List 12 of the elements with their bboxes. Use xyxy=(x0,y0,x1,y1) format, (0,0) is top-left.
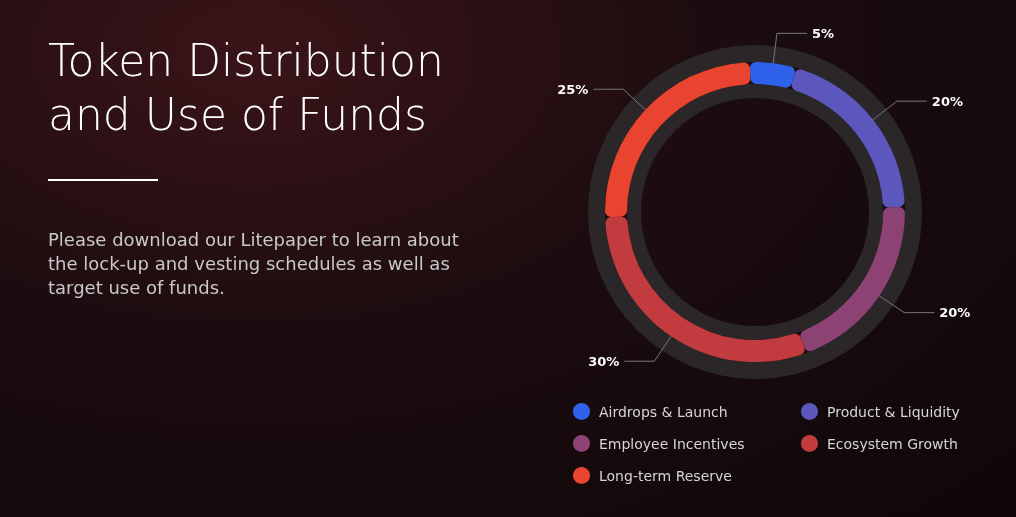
legend-label: Employee Incentives xyxy=(599,435,745,452)
data-label: 25% xyxy=(557,81,589,97)
legend-label: Product & Liquidity xyxy=(827,403,960,420)
legend-label: Airdrops & Launch xyxy=(599,403,728,420)
data-label: 5% xyxy=(811,25,835,41)
text: Please download our Litepaper to learn about the lock-up and vesting schedules as well as target use of funds. xyxy=(48,228,460,300)
legend-label: Ecosystem Growth xyxy=(827,435,958,452)
legend-label: Long-term Reserve xyxy=(599,467,732,484)
data-label: 30% xyxy=(588,353,620,369)
data-label: 20% xyxy=(931,93,963,109)
data-label: 20% xyxy=(939,305,971,321)
text: Token Distribution and Use of Funds xyxy=(48,34,445,142)
